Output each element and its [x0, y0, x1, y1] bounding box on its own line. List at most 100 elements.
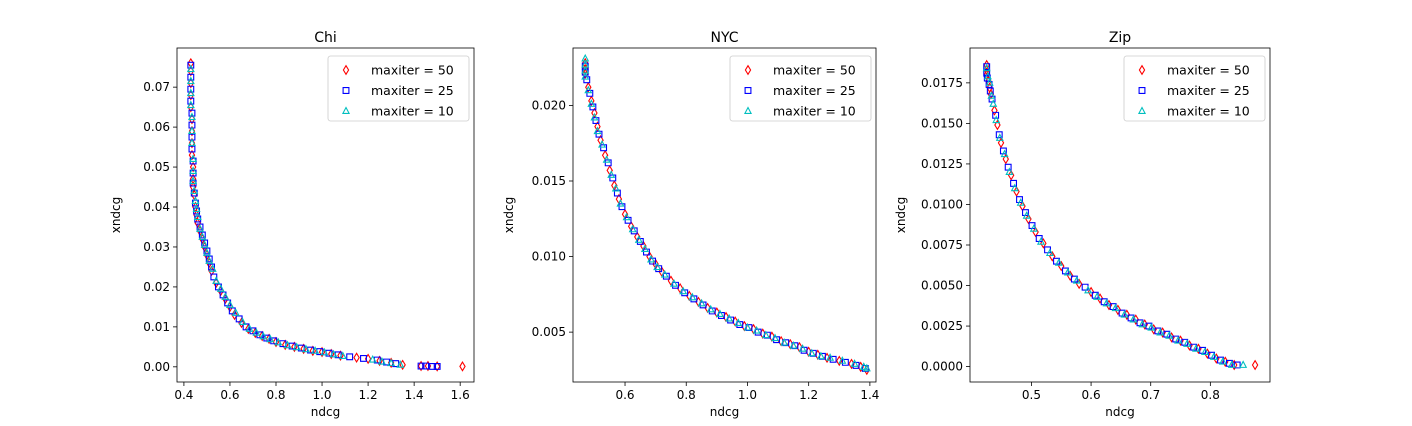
data-point	[1063, 267, 1072, 276]
plot-area	[581, 53, 871, 376]
data-point	[1111, 303, 1120, 312]
data-point	[186, 64, 195, 73]
data-point	[219, 291, 227, 299]
data-point	[200, 240, 209, 248]
y-tick-label: 0.02	[143, 280, 170, 294]
legend-label: maxiter = 25	[773, 83, 856, 98]
data-point	[338, 351, 347, 359]
x-tick-label: 1.2	[799, 388, 818, 402]
x-tick-label: 0.8	[677, 388, 696, 402]
legend: maxiter = 50 maxiter = 25 maxiter = 10	[1123, 55, 1266, 122]
data-point	[186, 100, 195, 109]
data-point	[187, 112, 196, 121]
data-point	[360, 354, 367, 362]
data-point	[598, 140, 607, 148]
data-point	[392, 360, 400, 368]
data-point	[588, 95, 595, 107]
data-point	[1045, 248, 1054, 257]
data-point	[706, 304, 715, 313]
legend-frame	[1123, 55, 1266, 122]
data-point	[189, 154, 198, 163]
x-tick-label: 0.4	[174, 388, 193, 402]
data-point	[679, 286, 688, 295]
data-point	[697, 298, 706, 307]
data-point	[377, 356, 386, 365]
x-tick-label: 1.2	[359, 388, 378, 402]
data-point	[198, 232, 207, 240]
data-point	[761, 330, 770, 339]
data-point	[266, 334, 275, 343]
x-tick-label: 1.0	[738, 388, 757, 402]
legend-label: maxiter = 10	[371, 104, 454, 119]
data-point	[231, 308, 240, 316]
data-point	[256, 331, 264, 339]
data-point	[186, 88, 195, 97]
data-point	[320, 347, 329, 356]
x-tick-label: 1.0	[312, 388, 331, 402]
data-point	[1239, 360, 1248, 368]
plot-area	[982, 59, 1259, 371]
data-point	[1007, 169, 1015, 181]
x-tick-label: 1.6	[451, 388, 470, 402]
data-point	[1070, 275, 1078, 283]
y-tick-label: 0.05	[143, 160, 170, 174]
data-point	[202, 248, 211, 256]
data-point	[1251, 359, 1259, 371]
data-point	[433, 362, 441, 370]
data-point	[816, 351, 825, 360]
data-point	[734, 318, 743, 327]
data-point	[989, 99, 998, 107]
data-point	[188, 137, 196, 149]
plot-area	[186, 57, 466, 372]
y-tick-label: 0.0100	[921, 197, 963, 211]
data-point	[862, 363, 871, 372]
data-point	[383, 358, 390, 366]
data-point	[329, 349, 338, 358]
data-point	[252, 328, 261, 336]
data-point	[1227, 360, 1236, 368]
data-point	[1061, 267, 1069, 275]
x-axis-label: ndcg	[311, 405, 340, 419]
data-point	[301, 344, 310, 353]
data-point	[325, 349, 333, 357]
data-point	[992, 111, 1000, 119]
data-point	[1022, 211, 1031, 219]
data-point	[189, 176, 198, 184]
data-point	[1084, 285, 1093, 294]
y-tick-label: 0.005	[532, 325, 566, 339]
data-point	[1172, 335, 1180, 343]
data-point	[187, 138, 196, 147]
data-point	[1013, 186, 1020, 197]
legend-label: maxiter = 50	[773, 63, 856, 78]
data-point	[983, 71, 992, 80]
data-point	[791, 342, 799, 350]
data-point	[191, 196, 200, 204]
legend-marker	[744, 87, 752, 94]
data-point	[1109, 303, 1117, 311]
data-point	[228, 307, 236, 315]
y-tick-label: 0.06	[143, 120, 170, 134]
data-point	[1183, 339, 1192, 347]
x-tick-label: 0.8	[1201, 388, 1220, 402]
data-point	[745, 324, 753, 332]
y-axis-label: xndcg	[109, 197, 123, 234]
data-point	[616, 198, 625, 207]
data-point	[1136, 319, 1144, 327]
data-point	[818, 352, 826, 360]
data-point	[688, 292, 697, 301]
x-tick-label: 1.4	[860, 388, 879, 402]
axes-frame	[176, 47, 475, 383]
data-point	[387, 358, 396, 367]
data-point	[1102, 298, 1111, 307]
chart-title: Chi	[314, 30, 337, 46]
series-maxiter-25	[187, 61, 441, 370]
data-point	[1025, 213, 1032, 225]
subplot-nyc: NYC 0.6 0.8 1.0 1.2 1.4 0.005 0.010 0.015 0.020 nd…	[502, 30, 879, 419]
x-tick-label: 0.5	[1022, 388, 1041, 402]
legend-label: maxiter = 50	[1167, 63, 1250, 78]
data-point	[1127, 314, 1135, 322]
data-point	[634, 235, 643, 243]
data-point	[585, 81, 592, 93]
data-point	[190, 186, 199, 194]
